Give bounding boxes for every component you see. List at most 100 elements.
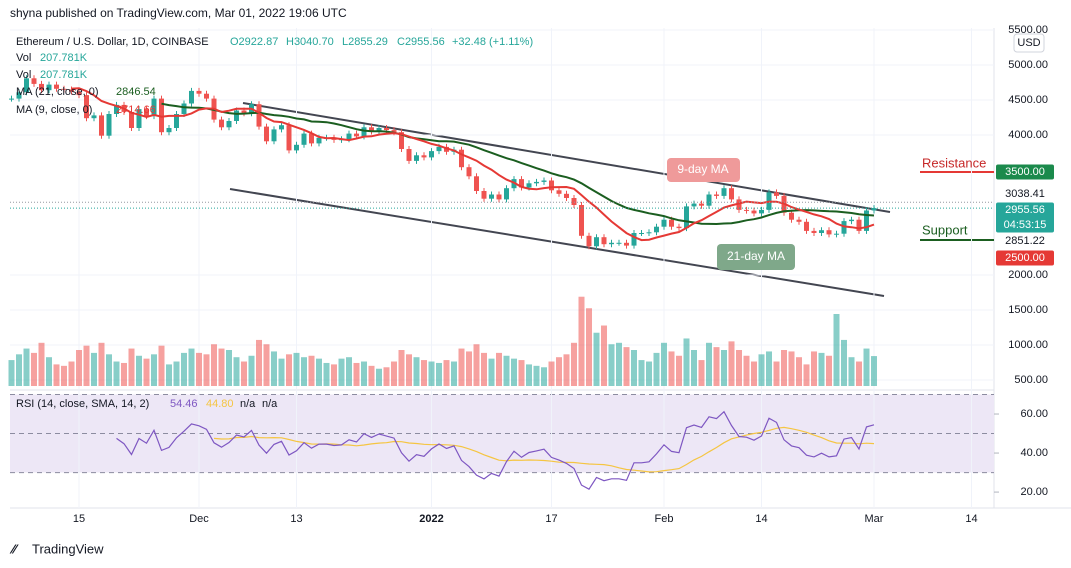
volume-bar [466, 351, 472, 386]
volume-bar [518, 360, 525, 386]
price-tag-label: 3500.00 [1005, 166, 1045, 178]
x-tick-label: 14 [965, 513, 977, 525]
price-tag-label: 3038.41 [1005, 188, 1045, 200]
ohlc-value: O2922.87 [230, 36, 278, 48]
candle-body [31, 78, 37, 84]
volume-bar [46, 357, 52, 386]
candle-body [751, 210, 757, 214]
volume-bar [556, 357, 562, 386]
volume-bar [391, 361, 397, 386]
volume-bar [563, 354, 570, 386]
volume-bar [691, 350, 697, 386]
candle-body [534, 181, 539, 184]
candle-body [549, 180, 554, 191]
volume-bar [376, 368, 382, 386]
volume-bar [353, 362, 360, 386]
volume-bar [166, 364, 172, 386]
y-tick-label: 5000.00 [1008, 59, 1048, 71]
volume-bar [218, 348, 225, 386]
candle-body [579, 204, 584, 236]
candle-body [826, 230, 832, 235]
candle-body [106, 113, 112, 136]
candle-body [264, 126, 269, 142]
candle-body [481, 190, 487, 199]
volume-bar [83, 345, 90, 386]
price-tag-label: 2955.56 [1005, 204, 1045, 216]
rsi-legend-value: n/a [262, 398, 278, 410]
volume-bar [473, 344, 480, 386]
volume-bar [368, 365, 375, 386]
candle-body [24, 78, 29, 93]
candle-body [609, 242, 614, 245]
candle-body [436, 146, 442, 152]
candle-body [759, 209, 764, 214]
volume-bar [331, 364, 337, 386]
candle-body [729, 188, 734, 200]
candle-body [151, 98, 157, 117]
y-tick-label: 5500.00 [1008, 24, 1048, 36]
y-tick-label: 4500.00 [1008, 94, 1048, 106]
volume-bar [676, 355, 682, 386]
candle-body [496, 194, 502, 200]
volume-bar [398, 350, 405, 386]
candle-body [354, 133, 359, 137]
rsi-legend-value: 54.46 [170, 398, 198, 410]
x-tick-label: Feb [655, 513, 674, 525]
price-tag-label: 2851.22 [1005, 235, 1045, 247]
y-tick-label: 4000.00 [1008, 129, 1048, 141]
candle-body [219, 119, 224, 128]
volume-bar [203, 354, 210, 386]
volume-bar [31, 352, 37, 386]
candle-body [144, 109, 149, 117]
candle-body [346, 133, 352, 140]
candle-body [631, 232, 637, 246]
candle-body [204, 93, 209, 99]
candle-body [639, 232, 644, 234]
candle-body [279, 125, 284, 130]
ma21-callout [717, 244, 795, 270]
currency-button[interactable] [1013, 33, 1045, 53]
volume-bar [533, 365, 540, 386]
volume-bar [278, 358, 285, 386]
candle-body [811, 230, 817, 233]
candle-body [819, 230, 824, 233]
candle-body [834, 233, 839, 235]
rsi-tick-label: 60.00 [1020, 408, 1048, 420]
volume-bar [383, 367, 390, 386]
volume-bar [113, 361, 120, 386]
candle-body [624, 242, 629, 246]
x-tick-label: 15 [73, 513, 85, 525]
candle-body [421, 155, 427, 158]
candle-body [706, 194, 712, 206]
rsi-legend-value: 44.80 [206, 398, 234, 410]
candle-body [489, 194, 494, 199]
candle-body [241, 110, 247, 114]
candle-body [864, 210, 869, 231]
moving-average [161, 102, 875, 226]
price-tag [996, 186, 1054, 202]
volume-bar [136, 355, 142, 386]
x-tick-label: 17 [545, 513, 557, 525]
volume-bar [428, 361, 435, 386]
x-tick-label: Mar [865, 513, 884, 525]
volume-bar [766, 351, 772, 386]
volume-bar [623, 347, 630, 386]
candle-body [414, 155, 419, 161]
volume-bar [481, 352, 487, 386]
volume-bar [458, 348, 465, 386]
candle-body [391, 130, 397, 133]
volume-legend-name: Vol [16, 69, 31, 81]
volume-bar [143, 358, 150, 386]
candle-body [294, 144, 299, 151]
volume-bar [683, 338, 690, 386]
volume-bar [638, 360, 645, 386]
candle-body [256, 104, 262, 127]
candle-body [594, 237, 599, 247]
candle-body [691, 203, 697, 207]
volume-legend-value: 207.781K [40, 69, 88, 81]
volume-bar [211, 344, 217, 386]
candle-body [384, 127, 389, 131]
candle-body [189, 90, 194, 104]
candle-body [181, 103, 187, 114]
volume-bar [16, 354, 22, 386]
